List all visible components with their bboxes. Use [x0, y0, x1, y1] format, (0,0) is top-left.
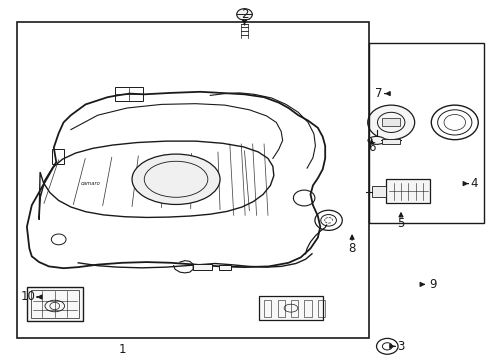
Text: 7: 7: [374, 87, 382, 100]
Bar: [259, 296, 322, 320]
Text: 10: 10: [21, 291, 36, 303]
Bar: [31, 290, 79, 318]
Circle shape: [367, 105, 414, 140]
Bar: [382, 139, 399, 144]
Bar: [386, 179, 429, 203]
Bar: [368, 43, 483, 223]
Text: 3: 3: [396, 340, 404, 353]
Ellipse shape: [132, 154, 220, 204]
Bar: [317, 300, 325, 317]
Text: 2: 2: [240, 8, 248, 21]
Bar: [193, 264, 211, 270]
Text: 8: 8: [347, 242, 355, 255]
Bar: [277, 300, 284, 317]
Bar: [17, 22, 368, 338]
Text: 1: 1: [118, 343, 126, 356]
Text: 9: 9: [428, 278, 436, 291]
Bar: [219, 265, 231, 270]
Bar: [290, 300, 298, 317]
Text: camaro: camaro: [81, 181, 101, 186]
Bar: [27, 287, 83, 321]
Bar: [264, 300, 271, 317]
Ellipse shape: [367, 136, 385, 144]
Bar: [371, 186, 386, 197]
Text: 6: 6: [367, 141, 375, 154]
Text: 5: 5: [396, 217, 404, 230]
Bar: [304, 300, 311, 317]
Bar: [382, 118, 399, 126]
Circle shape: [236, 9, 252, 20]
Text: 4: 4: [469, 177, 477, 190]
